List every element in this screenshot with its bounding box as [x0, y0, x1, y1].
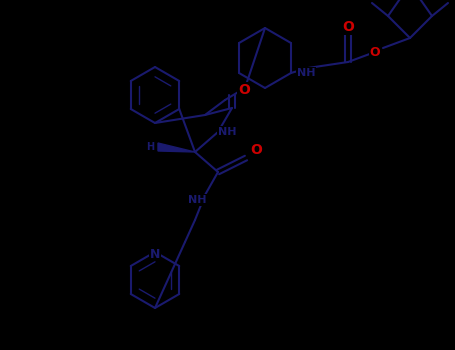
Text: N: N: [150, 247, 160, 260]
Text: O: O: [238, 83, 250, 97]
Text: NH: NH: [188, 195, 206, 205]
Text: NH: NH: [218, 127, 236, 137]
Text: O: O: [250, 143, 262, 157]
Polygon shape: [158, 143, 195, 152]
Text: O: O: [342, 20, 354, 34]
Text: NH: NH: [297, 68, 315, 78]
Text: H: H: [146, 142, 154, 152]
Text: O: O: [369, 46, 380, 58]
